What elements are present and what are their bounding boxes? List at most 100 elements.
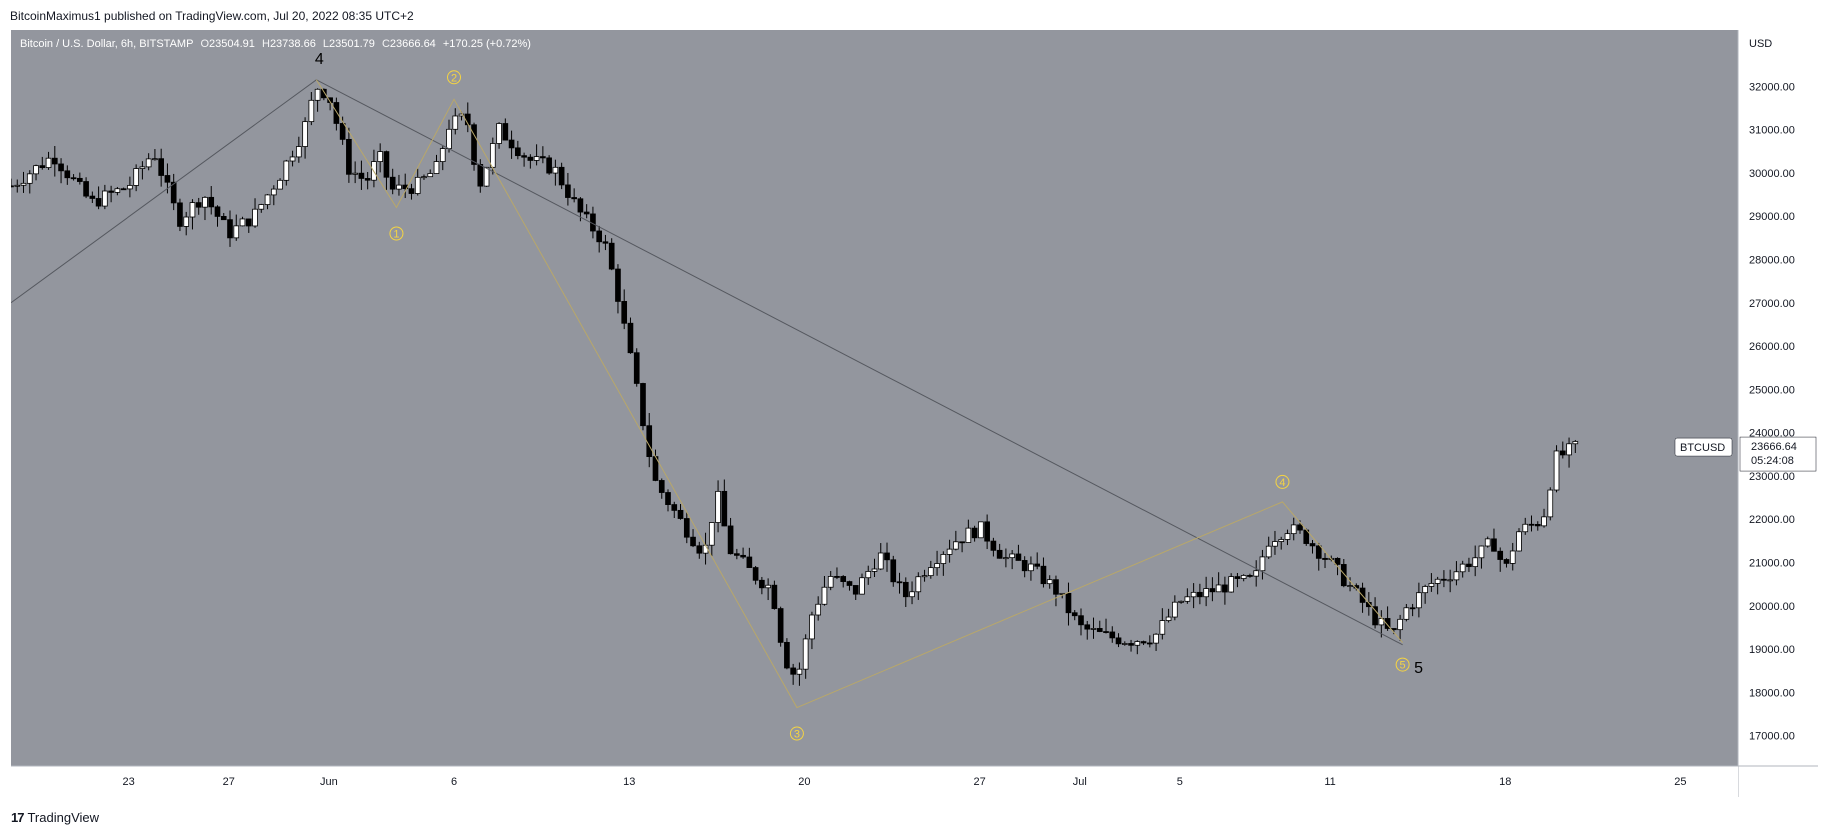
y-tick-label: 29000.00 (1749, 211, 1795, 223)
candle-body (483, 166, 490, 187)
candle-body (1284, 533, 1291, 540)
candle-body (1090, 628, 1097, 630)
legend-open-value: 23504.91 (209, 38, 255, 50)
y-tick-label: 28000.00 (1749, 254, 1795, 266)
candle-body (239, 218, 246, 227)
candle-body (1322, 557, 1328, 560)
candle-body (1472, 557, 1479, 568)
plot-area[interactable] (11, 30, 1738, 766)
candle-body (508, 139, 515, 149)
candle-body (1065, 592, 1072, 614)
candle-body (396, 184, 402, 190)
candle-body (314, 88, 321, 101)
candle-body (1453, 571, 1460, 581)
x-tick-label: 25 (1674, 776, 1686, 788)
candle-body (1534, 524, 1541, 527)
candle-body (227, 219, 233, 239)
candle-body (1503, 559, 1510, 564)
sub-wave-marker (1275, 474, 1290, 489)
candle-body (558, 166, 565, 186)
candle-body (1522, 523, 1529, 533)
candles-layer (11, 88, 1579, 686)
candle-body (452, 115, 459, 130)
legend-close-label: C (381, 38, 390, 50)
candle-body (821, 586, 828, 605)
candle-body (108, 190, 114, 193)
candle-body (158, 158, 165, 176)
time-axis[interactable] (11, 766, 1738, 797)
tradingview-wordmark: TradingView (27, 810, 100, 825)
candle-body (934, 563, 940, 569)
tradingview-branding[interactable]: 17 TradingView (11, 810, 99, 825)
candle-body (1434, 578, 1441, 584)
candle-body (1121, 643, 1128, 645)
candle-body (1484, 538, 1491, 547)
candle-body (1372, 606, 1378, 626)
candle-body (740, 554, 746, 558)
y-tick-label: 18000.00 (1749, 687, 1795, 699)
candle-body (1172, 601, 1178, 618)
sub-wave-marker (389, 226, 404, 241)
candle-body (959, 541, 965, 544)
candle-body (633, 352, 640, 384)
candle-body (809, 614, 815, 640)
candle-body (1416, 592, 1422, 609)
candle-body (1209, 588, 1216, 593)
candle-body (202, 196, 208, 208)
candle-body (708, 522, 715, 546)
candle-body (1309, 543, 1316, 547)
candle-body (677, 509, 684, 519)
legend-low-label: L (322, 38, 330, 50)
y-tick-label: 22000.00 (1749, 514, 1795, 526)
candle-body (458, 113, 465, 117)
candle-body (577, 198, 584, 213)
price-axis[interactable] (1738, 30, 1818, 797)
sub-wave-marker-label: 2 (451, 72, 457, 84)
candle-body (26, 173, 33, 184)
candle-body (189, 202, 196, 218)
y-tick-label: 24000.00 (1749, 428, 1795, 440)
candle-body (83, 181, 89, 197)
candle-body (771, 584, 778, 609)
candle-body (1078, 615, 1084, 626)
candle-body (596, 230, 603, 243)
candle-body (164, 175, 171, 183)
sub-wave-marker-label: 4 (1279, 477, 1285, 489)
candle-body (846, 581, 853, 586)
candle-body (1071, 612, 1078, 617)
candle-body (984, 521, 990, 542)
legend-symbol: Bitcoin / U.S. Dollar, 6h, BITSTAMP (20, 38, 194, 50)
candle-body (39, 165, 46, 168)
candle-body (1165, 616, 1172, 621)
candle-body (640, 383, 646, 427)
main-wave-label: 4 (315, 51, 324, 68)
main-wave-label: 5 (1414, 660, 1423, 677)
y-axis-ticks: 17000.00 18000.00 19000.00 20000.00 21000.00… (1749, 81, 1795, 742)
candle-body (1334, 557, 1341, 565)
y-tick-label: 31000.00 (1749, 125, 1795, 137)
candle-body (214, 206, 221, 217)
candle-body (1459, 563, 1466, 573)
candle-body (95, 198, 102, 207)
candle-body (270, 188, 277, 196)
candle-body (759, 579, 765, 589)
x-tick-label: 6 (451, 776, 457, 788)
candle-body (339, 123, 346, 140)
candle-body (1265, 545, 1272, 558)
candle-body (658, 480, 665, 493)
tradingview-logo-icon: 17 (11, 810, 25, 825)
candle-body (252, 208, 258, 227)
candle-body (615, 268, 621, 302)
candle-body (183, 216, 190, 227)
candle-body (1109, 631, 1116, 639)
candle-body (765, 584, 771, 589)
candle-body (220, 216, 227, 221)
sub-wave-marker-label: 5 (1400, 660, 1406, 672)
legend-open-label: O (200, 38, 210, 50)
candle-body (1497, 550, 1504, 560)
candle-body (696, 545, 703, 554)
candle-body (1272, 541, 1278, 547)
candle-body (683, 518, 690, 538)
candle-body (1441, 578, 1447, 581)
